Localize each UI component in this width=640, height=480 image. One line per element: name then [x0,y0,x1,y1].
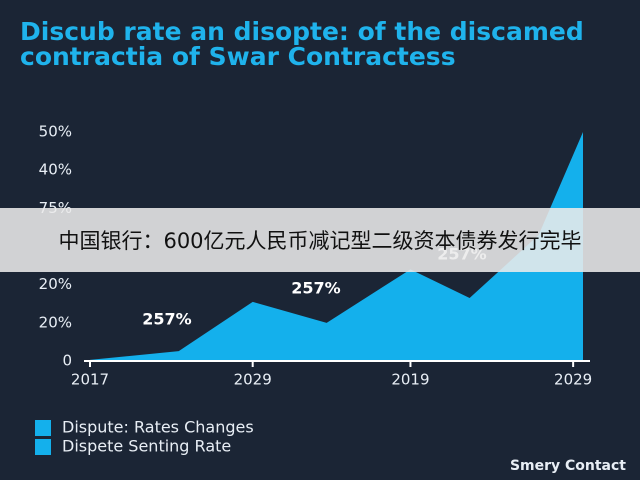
legend-swatch [35,420,51,436]
y-tick-label: 40% [39,161,72,179]
y-tick-label: 20% [39,313,72,331]
y-tick-label: 20% [39,275,72,293]
legend-label: Dispete Senting Rate [62,437,231,456]
overlay-banner: 中国银行：600亿元人民币减记型二级资本债券发行完毕 [0,208,640,272]
y-tick-label: 0 [62,352,72,370]
y-tick-label: 50% [39,123,72,141]
chart-title: contractia of Swar Contractess [20,42,456,71]
footer: Smery Contact [510,458,626,474]
chart-title: Discub rate an disopte: of the discamed [20,17,584,46]
legend-swatch [35,439,51,455]
area [90,132,583,361]
x-tick-label: 2029 [554,371,592,389]
annotation: 257% [142,310,191,329]
legend-label: Dispute: Rates Changes [62,418,254,437]
x-tick-label: 2019 [391,371,429,389]
annotation: 257% [291,279,340,298]
x-tick-label: 2017 [71,371,109,389]
x-tick-label: 2029 [234,371,272,389]
